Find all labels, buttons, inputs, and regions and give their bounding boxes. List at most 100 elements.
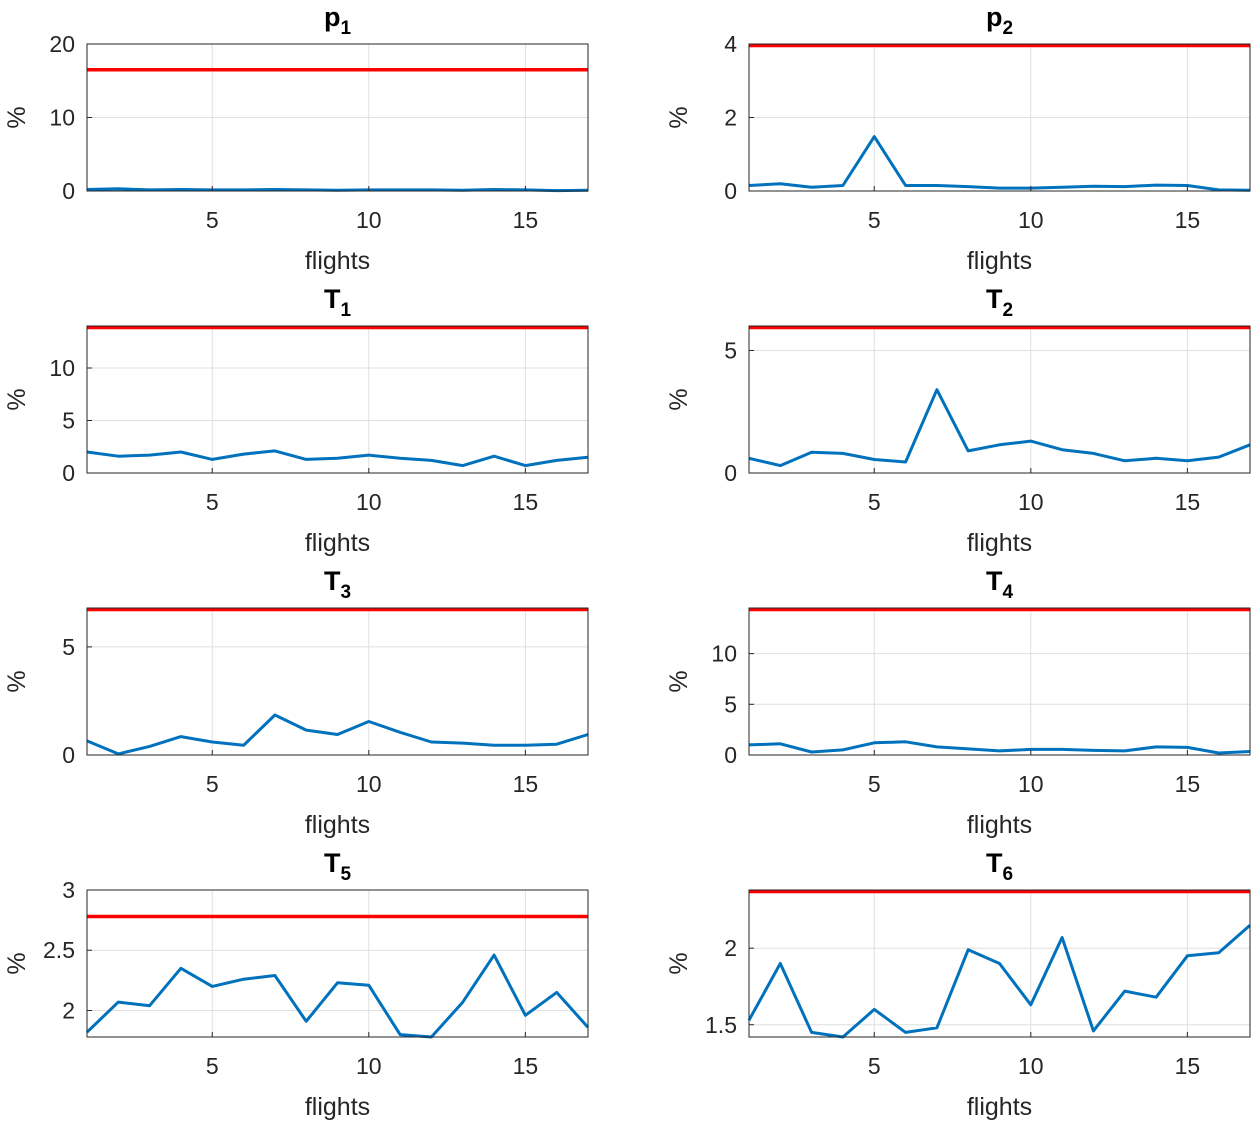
subplot-title: T5 <box>324 848 352 885</box>
x-axis-label: flights <box>967 1093 1032 1121</box>
x-tick-label: 10 <box>356 771 382 797</box>
y-tick-label: 3 <box>62 877 75 903</box>
axes-box <box>748 607 1251 756</box>
x-tick-label: 15 <box>1175 1053 1201 1079</box>
x-tick-label: 5 <box>868 489 881 515</box>
y-axis-label: % <box>3 106 31 128</box>
subplot-title: p1 <box>324 2 352 39</box>
subplot-title: T6 <box>986 848 1013 885</box>
subplot-title: T4 <box>986 566 1014 603</box>
y-axis-label: % <box>3 952 31 974</box>
y-tick-label: 2.5 <box>43 937 75 963</box>
y-axis-label: % <box>665 952 693 974</box>
x-tick-label: 10 <box>356 207 382 233</box>
x-tick-label: 5 <box>206 489 219 515</box>
series-line <box>86 187 589 193</box>
x-tick-label: 15 <box>513 207 539 233</box>
y-tick-label: 20 <box>49 31 75 57</box>
plot-area <box>87 326 588 473</box>
x-axis-label: flights <box>967 529 1032 557</box>
y-tick-label: 10 <box>711 641 737 667</box>
x-tick-label: 5 <box>868 771 881 797</box>
axes-box <box>86 325 589 474</box>
y-tick-label: 2 <box>62 997 75 1023</box>
x-tick-label: 5 <box>206 207 219 233</box>
y-tick-label: 5 <box>724 691 737 717</box>
y-tick-label: 0 <box>724 742 737 768</box>
x-tick-label: 10 <box>1018 489 1044 515</box>
x-tick-label: 5 <box>868 1053 881 1079</box>
y-tick-label: 2 <box>724 935 737 961</box>
plot-area <box>87 890 588 1037</box>
subplot-title-subscript: 5 <box>340 864 351 885</box>
subplot-title-subscript: 4 <box>1002 582 1013 603</box>
x-tick-label: 15 <box>513 771 539 797</box>
subplot-8: 5 10 15 1.5 2 flights% T6 <box>665 848 1251 1121</box>
y-axis-label: % <box>3 388 31 410</box>
y-tick-label: 5 <box>62 634 75 660</box>
x-tick-label: 15 <box>1175 207 1201 233</box>
y-axis-label: % <box>665 670 693 692</box>
subplot-4: 5 10 15 0 5 flights% T2 <box>665 284 1251 557</box>
axes-box <box>748 889 1251 1038</box>
x-tick-label: 10 <box>356 489 382 515</box>
axes-box <box>86 607 589 756</box>
subplot-title-subscript: 1 <box>340 300 351 321</box>
subplot-title: T1 <box>324 284 352 321</box>
x-tick-label: 5 <box>206 1053 219 1079</box>
y-axis-label: % <box>665 106 693 128</box>
x-tick-label: 15 <box>1175 489 1201 515</box>
x-axis-label: flights <box>967 811 1032 839</box>
plot-area <box>749 608 1250 755</box>
y-tick-label: 4 <box>724 31 737 57</box>
series-line <box>748 740 1251 755</box>
y-tick-label: 5 <box>62 408 75 434</box>
series-line <box>748 135 1251 192</box>
subplot-1: 5 10 15 0 10 20 flights% p1 <box>3 2 589 275</box>
subplot-title-subscript: 2 <box>1002 300 1013 321</box>
subplot-title: T3 <box>324 566 351 603</box>
series-line <box>748 388 1251 468</box>
plot-area <box>87 608 588 755</box>
y-tick-label: 0 <box>62 742 75 768</box>
y-tick-label: 1.5 <box>705 1012 737 1038</box>
subplot-title: T2 <box>986 284 1013 321</box>
subplot-6: 5 10 15 0 5 10 flights% T4 <box>665 566 1251 839</box>
subplot-title-subscript: 1 <box>340 18 351 39</box>
series-line <box>747 924 1251 1039</box>
series-line <box>85 953 590 1039</box>
x-tick-label: 15 <box>513 1053 539 1079</box>
axes-box <box>86 889 589 1038</box>
series-line <box>86 713 589 756</box>
y-axis-label: % <box>3 670 31 692</box>
x-axis-label: flights <box>967 247 1032 275</box>
subplot-title-subscript: 6 <box>1002 864 1013 885</box>
y-axis-label: % <box>665 388 693 410</box>
x-tick-label: 15 <box>513 489 539 515</box>
subplot-title-subscript: 2 <box>1002 18 1013 39</box>
x-tick-label: 5 <box>868 207 881 233</box>
y-tick-label: 2 <box>724 105 737 131</box>
y-tick-label: 0 <box>62 460 75 486</box>
x-tick-label: 15 <box>1175 771 1201 797</box>
x-tick-label: 10 <box>1018 207 1044 233</box>
subplot-3: 5 10 15 0 5 10 flights% T1 <box>3 284 589 557</box>
x-tick-label: 5 <box>206 771 219 797</box>
x-axis-label: flights <box>305 1093 370 1121</box>
x-axis-label: flights <box>305 247 370 275</box>
x-tick-label: 10 <box>356 1053 382 1079</box>
y-tick-label: 10 <box>49 105 75 131</box>
subplot-7: 5 10 15 2 2.5 3 flights% T5 <box>3 848 590 1121</box>
subplot-title-subscript: 3 <box>340 582 351 603</box>
x-tick-label: 10 <box>1018 1053 1044 1079</box>
x-axis-label: flights <box>305 811 370 839</box>
subplot-2: 5 10 15 0 2 4 flights% p2 <box>665 2 1251 275</box>
axes-box <box>748 325 1251 474</box>
x-axis-label: flights <box>305 529 370 557</box>
subplot-5: 5 10 15 0 5 flights% T3 <box>3 566 589 839</box>
series-line <box>86 449 589 468</box>
y-tick-label: 5 <box>724 338 737 364</box>
plot-area <box>749 326 1250 473</box>
x-tick-label: 10 <box>1018 771 1044 797</box>
